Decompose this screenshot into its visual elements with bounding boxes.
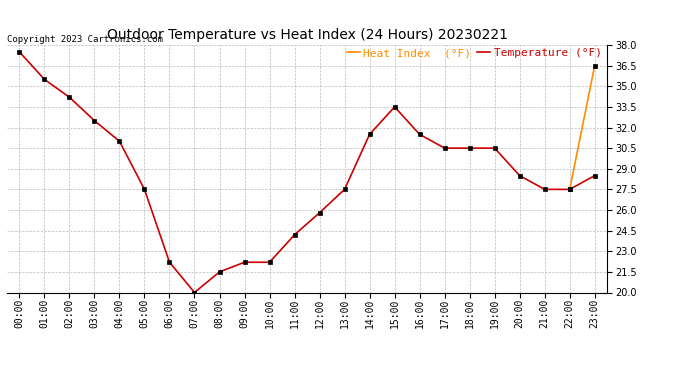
Title: Outdoor Temperature vs Heat Index (24 Hours) 20230221: Outdoor Temperature vs Heat Index (24 Ho…: [106, 28, 508, 42]
Legend: Heat Index  (°F), Temperature (°F): Heat Index (°F), Temperature (°F): [347, 48, 602, 58]
Text: Copyright 2023 Cartronics.com: Copyright 2023 Cartronics.com: [7, 35, 163, 44]
